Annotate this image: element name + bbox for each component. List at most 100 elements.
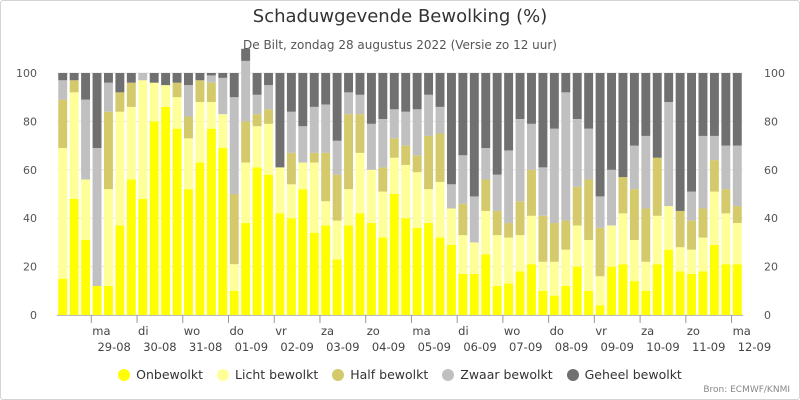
bar-segment: [115, 225, 125, 315]
bar-segment: [481, 254, 491, 315]
bar-segment: [732, 206, 742, 224]
y-tick-label-right: 0: [764, 309, 771, 322]
bar-segment: [709, 244, 719, 315]
bar-segment: [458, 73, 468, 156]
bar-segment: [286, 73, 296, 112]
bar-segment: [241, 48, 251, 61]
bar-segment: [332, 220, 342, 260]
bar-segment: [595, 196, 605, 228]
bar-segment: [469, 242, 479, 274]
bar-segment: [332, 73, 342, 141]
bar-segment: [652, 264, 662, 315]
legend-item[interactable]: Zwaar bewolkt: [442, 367, 553, 382]
bar-segment: [561, 285, 571, 315]
bar-segment: [515, 271, 525, 315]
y-tick-label-right: 40: [764, 212, 778, 225]
bar-segment: [481, 148, 491, 180]
bar-segment: [58, 80, 68, 100]
bar-segment: [92, 73, 102, 149]
bar-segment: [69, 80, 79, 93]
bar-segment: [698, 208, 708, 238]
bar-segment: [732, 264, 742, 315]
bar-segment: [435, 106, 445, 134]
x-tick-label-day: di: [458, 324, 469, 338]
x-tick-label-date: 03-09: [326, 340, 359, 354]
bar-segment: [298, 189, 308, 315]
bar-segment: [629, 145, 639, 190]
bar-segment: [721, 213, 731, 265]
bar-segment: [641, 135, 651, 209]
bar-segment: [424, 189, 434, 224]
bar-segment: [389, 73, 399, 110]
legend-marker: [566, 368, 579, 381]
bar-segment: [664, 73, 674, 103]
bar-segment: [458, 235, 468, 274]
legend-label: Licht bewolkt: [235, 367, 319, 382]
legend-marker: [442, 368, 455, 381]
bar-segment: [103, 111, 113, 190]
y-tick-label-right: 100: [764, 67, 785, 80]
bar-segment: [115, 73, 125, 93]
bar-segment: [618, 213, 628, 265]
bar-segment: [206, 128, 216, 315]
bar-segment: [458, 203, 468, 236]
bar-segment: [332, 174, 342, 221]
bar-segment: [275, 213, 285, 315]
bar-segment: [458, 273, 468, 315]
bar-segment: [561, 92, 571, 221]
bar-segment: [446, 73, 456, 185]
bar-segment: [218, 77, 228, 115]
bar-segment: [378, 118, 388, 168]
bar-segment: [435, 73, 445, 107]
bar-segment: [229, 97, 239, 194]
bar-segment: [378, 73, 388, 119]
bar-segment: [607, 266, 616, 315]
bar-segment: [184, 189, 193, 315]
bar-segment: [675, 210, 685, 248]
bar-segment: [687, 273, 697, 315]
legend-label: Half bewolkt: [350, 367, 429, 382]
bar-segment: [58, 73, 68, 81]
bar-segment: [504, 73, 514, 151]
x-tick-label-day: zo: [367, 324, 380, 338]
bar-segment: [481, 179, 491, 211]
bar-segment: [549, 128, 559, 224]
legend-item[interactable]: Geheel bewolkt: [566, 367, 682, 382]
bar-segment: [366, 73, 376, 124]
x-tick-label-date: 07-09: [509, 340, 542, 354]
legend-item[interactable]: Onbewolkt: [118, 367, 203, 382]
bar-segment: [81, 239, 91, 315]
legend-item[interactable]: Half bewolkt: [332, 367, 428, 382]
bar-segment: [549, 223, 559, 262]
bar-segment: [584, 128, 594, 180]
bar-segment: [424, 223, 434, 315]
x-tick-label-date: 09-09: [601, 340, 634, 354]
bar-segment: [241, 223, 251, 315]
bar-segment: [195, 102, 205, 163]
legend-label: Zwaar bewolkt: [460, 367, 553, 382]
bar-segment: [469, 196, 479, 243]
bar-segment: [732, 223, 742, 265]
bar-segment: [115, 92, 125, 112]
legend-item[interactable]: Licht bewolkt: [217, 367, 318, 382]
bar-segment: [629, 73, 639, 146]
bar-segment: [344, 92, 354, 115]
bar-segment: [275, 167, 285, 214]
bar-segment: [309, 73, 319, 107]
bar-segment: [161, 106, 171, 315]
bar-segment: [252, 126, 262, 168]
bar-segment: [527, 169, 536, 216]
bar-segment: [721, 189, 731, 214]
bar-segment: [229, 264, 239, 291]
bar-segment: [538, 290, 548, 315]
y-tick-label-left: 80: [23, 115, 37, 128]
bar-segment: [618, 177, 628, 214]
bar-segment: [527, 215, 536, 265]
bar-segment: [206, 73, 216, 76]
bar-segment: [332, 259, 342, 315]
bar-segment: [618, 264, 628, 315]
bar-segment: [206, 102, 216, 129]
x-tick-label-date: 31-08: [189, 340, 222, 354]
bar-segment: [698, 237, 708, 272]
bar-segment: [492, 210, 502, 236]
